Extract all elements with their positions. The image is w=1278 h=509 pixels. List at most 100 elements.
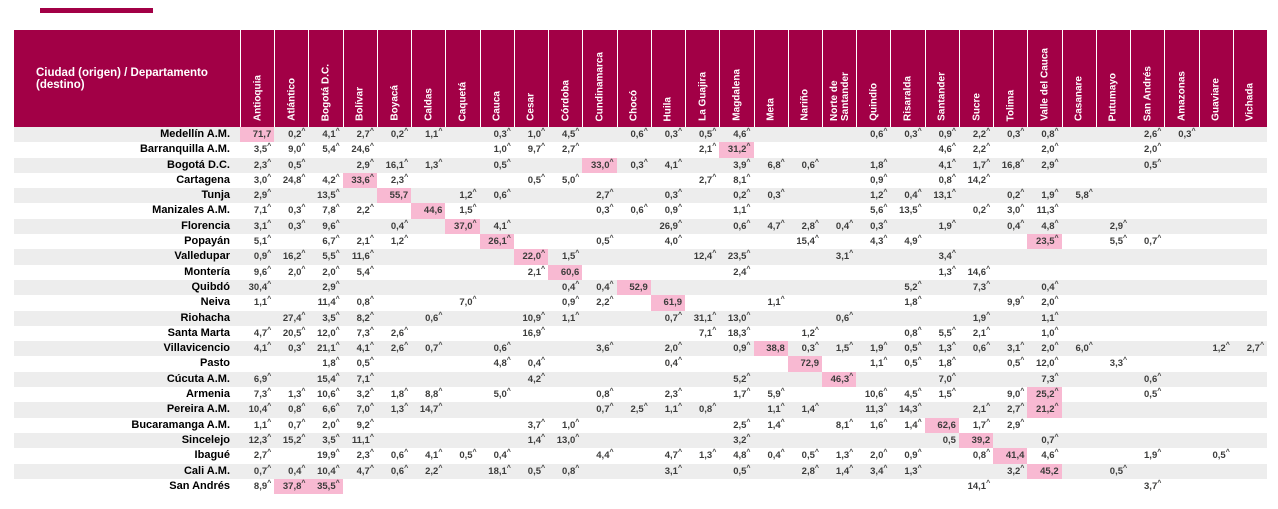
cell	[651, 479, 685, 494]
cell	[1233, 372, 1267, 387]
cell	[548, 341, 582, 356]
cell: 7,3^	[356, 326, 374, 339]
cell	[548, 158, 582, 173]
cell: 3,3^	[1109, 357, 1128, 370]
column-header: Meta	[753, 30, 788, 127]
cell: 0,6^	[1144, 372, 1162, 385]
cell: 7,8^	[322, 204, 340, 217]
cell	[685, 341, 719, 356]
cell	[274, 295, 308, 310]
cell	[1130, 249, 1164, 264]
cell: 1,2^	[801, 326, 819, 339]
cell	[274, 372, 308, 387]
cell: 7,3^	[972, 280, 991, 293]
cell	[1096, 372, 1130, 387]
cell	[856, 265, 890, 280]
cell: 0,5^	[356, 357, 374, 370]
cell	[480, 479, 514, 494]
cell: 0,3^	[288, 204, 306, 217]
column-header: Sucre	[958, 30, 994, 127]
cell	[445, 402, 479, 417]
cell: 1,1^	[253, 296, 272, 309]
cell	[993, 479, 1027, 494]
cell	[514, 280, 548, 295]
cell: 0,9^	[562, 296, 580, 309]
cell	[1096, 479, 1130, 494]
cell: 14,7^	[419, 403, 443, 416]
column-header: Quindío	[856, 30, 891, 127]
cell	[1233, 387, 1267, 402]
cell	[617, 433, 651, 448]
cell	[685, 295, 719, 310]
cell: 2,1^	[972, 326, 991, 339]
cell: 0,5^	[904, 357, 922, 370]
cell	[685, 158, 719, 173]
cell: 27,4^	[282, 311, 306, 324]
cell: 0,4^	[493, 449, 511, 462]
column-header: Caquetá	[445, 30, 480, 127]
cell	[411, 188, 445, 203]
cell: 6,0^	[1075, 342, 1093, 355]
cell: 2,1^	[972, 403, 991, 416]
cell: 2,7^	[562, 143, 580, 156]
cell: 44,6	[411, 203, 446, 219]
cell	[1164, 219, 1198, 234]
cell	[1062, 372, 1096, 387]
cell	[1199, 173, 1233, 188]
column-header-label: Huila	[662, 96, 674, 121]
cell	[1164, 372, 1198, 387]
cell: 26,1^	[479, 234, 514, 250]
cell: 2,9^	[356, 158, 374, 171]
cell: 31,2^	[719, 142, 754, 158]
cell	[1233, 265, 1267, 280]
table-row: San Andrés 8,9^ 37,8^ 35,5^ 14,1^ 3,7^	[14, 478, 1267, 495]
cell: 0,7^	[425, 342, 443, 355]
column-header: Chocó	[616, 30, 651, 127]
cell: 0,6^	[801, 158, 819, 171]
column-header-label: Vichada	[1244, 82, 1256, 121]
cell: 1,3^	[698, 449, 717, 462]
cell: 14,3^	[899, 403, 922, 416]
cell	[514, 203, 548, 218]
cell: 0,5^	[733, 464, 751, 477]
column-header-label: Chocó	[628, 89, 640, 121]
cell	[445, 265, 479, 280]
cell	[617, 372, 651, 387]
cell	[788, 265, 822, 280]
cell	[719, 234, 753, 249]
cell: 5,9^	[767, 387, 785, 401]
cell: 23,5^	[1027, 234, 1062, 250]
cell	[685, 387, 719, 402]
cell: 24,8^	[282, 173, 306, 186]
cell: 0,5^	[596, 234, 614, 248]
cell	[822, 356, 856, 371]
table-row: Cali A.M. 0,7^ 0,4^ 10,4^ 4,7^ 0,6^ 2,2^ 18,1^ 0…	[14, 463, 1267, 479]
cell	[788, 142, 822, 157]
cell	[411, 418, 445, 433]
cell: 0,8^	[356, 296, 374, 309]
cell	[1096, 311, 1130, 326]
cell: 0,5^	[904, 342, 922, 355]
cell	[1164, 265, 1198, 280]
cell: 1,3^	[938, 265, 956, 278]
cell: 0,5	[942, 434, 956, 446]
cell: 13,5^	[899, 204, 922, 217]
cell: 1,8^	[870, 158, 888, 171]
cell	[993, 173, 1027, 188]
cell	[1062, 433, 1096, 448]
cell: 8,1^	[733, 173, 751, 186]
cell	[1199, 188, 1233, 203]
row-label: Bogotá D.C.	[167, 158, 230, 171]
cell: 5,4^	[356, 265, 374, 278]
column-header: Boyacá	[376, 30, 412, 127]
cell	[754, 479, 788, 494]
cell: 11,3^	[865, 403, 888, 416]
cell	[1130, 265, 1164, 280]
cell	[685, 433, 719, 448]
cell	[822, 127, 856, 142]
cell	[1233, 142, 1267, 157]
cell	[582, 372, 616, 387]
cell	[411, 479, 445, 494]
table-row: Florencia 3,1^ 0,3^ 9,6^ 0,4^ 37,0^ 4,1^ 26,9^ 0…	[14, 218, 1267, 235]
cell	[411, 280, 445, 295]
